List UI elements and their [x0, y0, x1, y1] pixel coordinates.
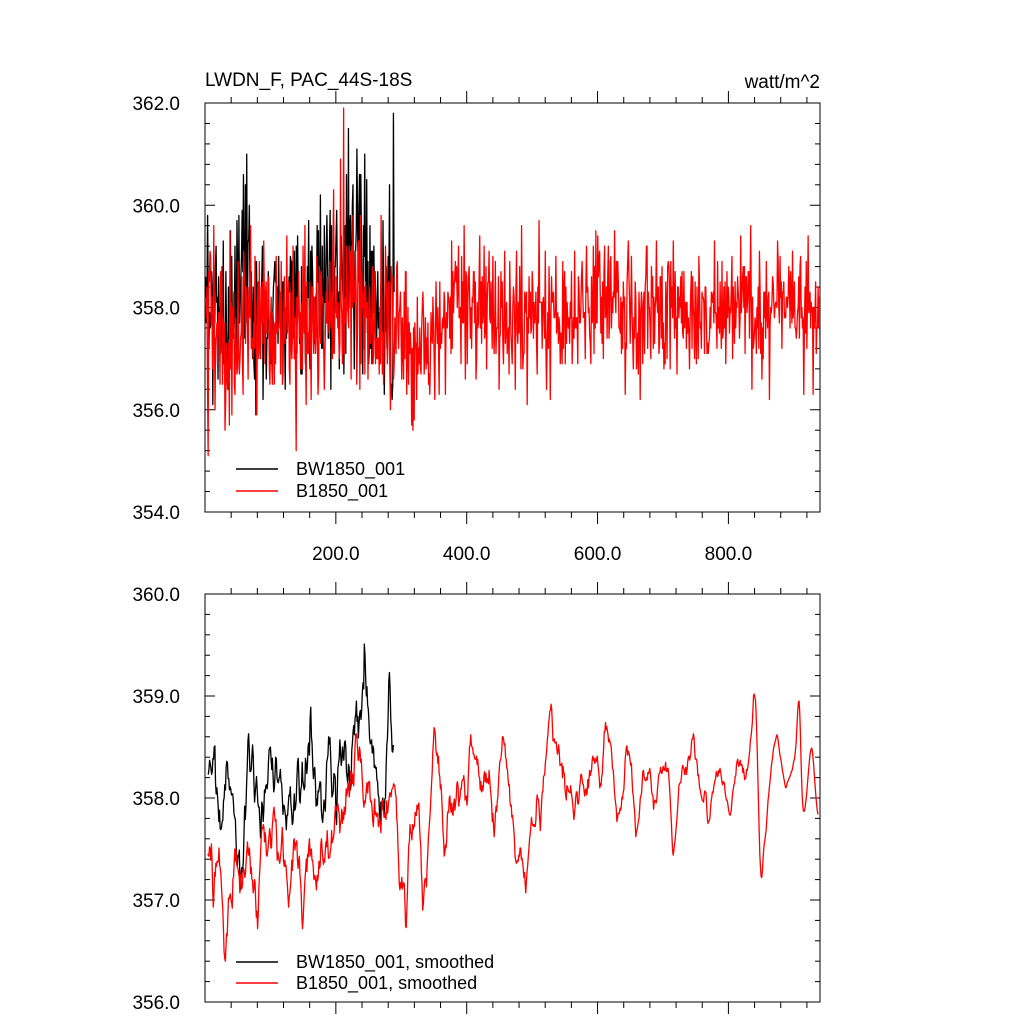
y-tick-label: 359.0: [132, 687, 180, 708]
x-tick-label: 400.0: [443, 544, 491, 565]
y-tick-label: 362.0: [132, 94, 180, 115]
chart-title-left: LWDN_F, PAC_44S-18S: [205, 70, 412, 91]
bottom-panel: 356.0 357.0 358.0 359.0 360.0 BW1850_001, smo…: [132, 582, 821, 1014]
x-tick-label: 200.0: [312, 544, 360, 565]
chart-title-right: watt/m^2: [744, 72, 820, 93]
y-tick-label: 356.0: [132, 401, 180, 422]
legend-label-2: B1850_001, smoothed: [296, 973, 477, 994]
y-tick-label: 357.0: [132, 891, 180, 912]
x-tick-label: 800.0: [705, 544, 753, 565]
y-tick-label: 358.0: [132, 789, 180, 810]
y-tick-label: 356.0: [132, 993, 180, 1014]
legend-label-1: BW1850_001: [296, 459, 405, 480]
y-tick-label: 360.0: [132, 196, 180, 217]
legend-label-2: B1850_001: [296, 481, 388, 502]
y-tick-label: 354.0: [132, 503, 180, 524]
top-panel: 354.0 356.0 358.0 360.0 362.0 200.0 400.0 600.0…: [132, 91, 821, 565]
series-line-2: [207, 693, 819, 962]
series-line-1: [207, 643, 395, 892]
legend-label-1: BW1850_001, smoothed: [296, 952, 494, 973]
y-tick-label: 360.0: [132, 585, 180, 606]
series-line-2: [205, 107, 820, 457]
x-tick-label: 600.0: [574, 544, 622, 565]
y-tick-label: 358.0: [132, 299, 180, 320]
